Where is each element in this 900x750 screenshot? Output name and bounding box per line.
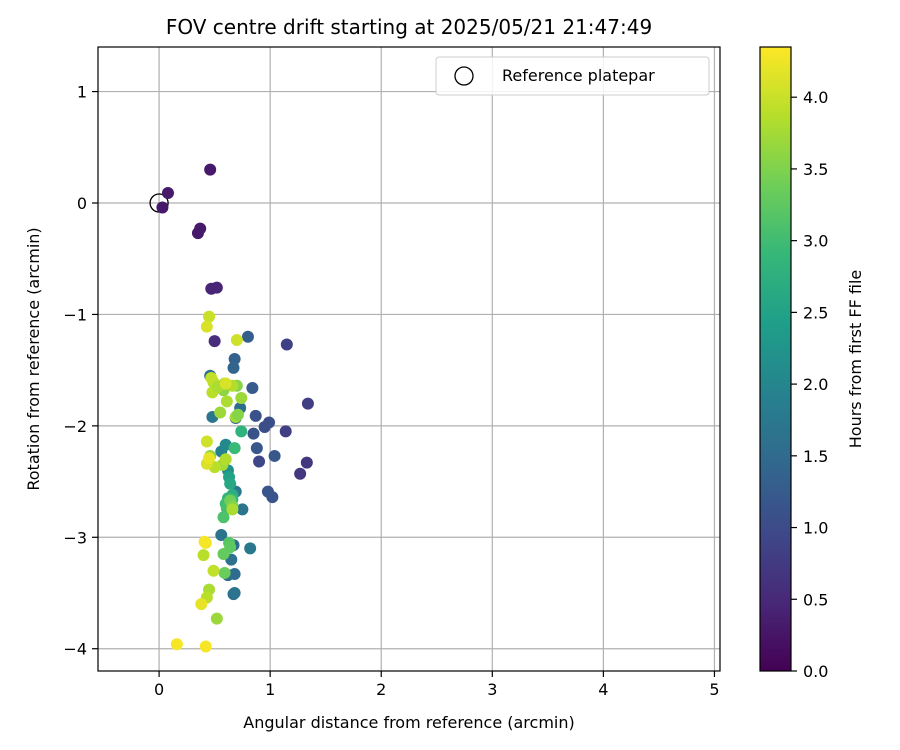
plot-area: 0 1 2 3 4 5 1 0 −1 −2 −3 −4 [63, 46, 721, 699]
plot-background [98, 47, 720, 671]
colorbar-label: Hours from first FF file [846, 270, 865, 449]
data-point [227, 361, 240, 374]
colorbar: 0.0 0.5 1.0 1.5 2.0 2.5 3.0 3.5 4.0 Hours from f… [759, 46, 865, 681]
x-tick-label: 2 [376, 680, 386, 699]
chart-title: FOV centre drift starting at 2025/05/21 … [166, 15, 652, 39]
colorbar-gradient [760, 47, 791, 671]
colorbar-tick-label: 0.5 [803, 590, 828, 609]
data-point [161, 186, 174, 199]
data-point [200, 320, 213, 333]
data-point [220, 395, 233, 408]
colorbar-tick-label: 3.0 [803, 232, 828, 251]
data-point [280, 338, 293, 351]
plot-frame [97, 46, 721, 672]
y-axis-label: Rotation from reference (arcmin) [24, 227, 43, 490]
x-tick-label: 1 [265, 680, 275, 699]
colorbar-frame [759, 46, 792, 672]
data-point [228, 353, 241, 365]
data-point [218, 566, 231, 579]
data-point [235, 425, 248, 438]
legend-marker [454, 66, 474, 86]
x-tick-label: 5 [709, 680, 719, 699]
data-point [236, 503, 249, 516]
colorbar-tick-label: 1.5 [803, 447, 828, 466]
data-point [301, 397, 314, 410]
colorbar-tick-label: 2.5 [803, 303, 828, 322]
data-point [219, 453, 232, 466]
legend-box [435, 56, 710, 96]
data-point [205, 371, 218, 384]
data-point [250, 442, 263, 455]
data-point [210, 612, 223, 625]
data-point [224, 477, 237, 490]
data-point [228, 587, 241, 599]
data-point [204, 163, 217, 176]
data-point [228, 442, 241, 455]
data-point [249, 409, 262, 422]
data-point [217, 548, 230, 560]
data-point [231, 408, 244, 421]
colorbar-tick-label: 3.5 [803, 160, 828, 179]
data-point [156, 201, 169, 214]
legend-entry: Reference platepar [502, 66, 655, 85]
data-point [214, 406, 227, 419]
x-axis-ticks: 0 1 2 3 4 5 [154, 671, 720, 699]
y-tick-label: −1 [63, 305, 87, 324]
data-point [194, 222, 207, 235]
y-tick-label: 1 [77, 83, 87, 102]
x-tick-label: 4 [598, 680, 608, 699]
x-tick-label: 3 [487, 680, 497, 699]
data-point [226, 503, 239, 516]
y-tick-label: −3 [63, 528, 87, 547]
data-point [258, 420, 271, 433]
data-point [294, 467, 307, 480]
data-point [241, 330, 254, 343]
data-point [235, 392, 248, 404]
data-point [244, 542, 257, 555]
data-point [208, 335, 221, 348]
x-tick-label: 0 [154, 680, 164, 699]
data-point [170, 638, 183, 651]
data-point [200, 435, 213, 448]
y-tick-label: −2 [63, 417, 87, 436]
x-axis-label: Angular distance from reference (arcmin) [243, 713, 574, 732]
data-point [210, 281, 223, 294]
data-point [207, 564, 220, 577]
colorbar-tick-label: 4.0 [803, 88, 828, 107]
data-point [215, 529, 228, 542]
data-point [253, 455, 266, 468]
data-point [230, 334, 243, 347]
data-point [219, 377, 232, 390]
data-point [203, 310, 216, 323]
data-point [261, 485, 274, 498]
colorbar-tick-label: 1.0 [803, 519, 828, 538]
data-point [300, 456, 313, 469]
y-tick-label: −4 [63, 640, 87, 659]
data-points [156, 163, 314, 653]
data-point [217, 511, 230, 524]
data-point [203, 452, 216, 465]
data-point [199, 640, 212, 653]
data-point [195, 598, 208, 611]
colorbar-tick-label: 0.0 [803, 662, 828, 681]
colorbar-ticks: 0.0 0.5 1.0 1.5 2.0 2.5 3.0 3.5 4.0 [791, 88, 828, 681]
data-point [268, 449, 281, 462]
y-axis-ticks: 1 0 −1 −2 −3 −4 [63, 83, 98, 659]
data-point [246, 381, 259, 394]
colorbar-tick-label: 2.0 [803, 375, 828, 394]
legend: Reference platepar [435, 56, 710, 96]
data-point [279, 425, 292, 438]
data-point [198, 535, 211, 548]
data-point [247, 427, 260, 440]
y-tick-label: 0 [77, 194, 87, 213]
data-point [197, 549, 210, 562]
